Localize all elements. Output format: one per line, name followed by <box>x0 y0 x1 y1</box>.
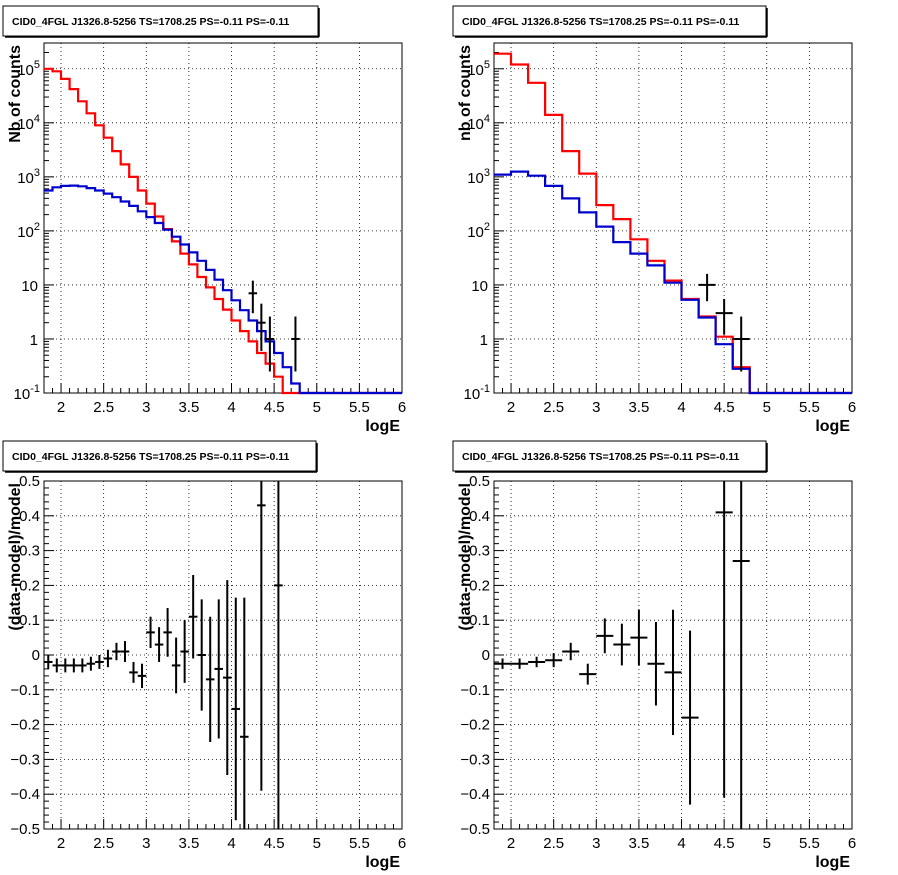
x-tick-label: 5 <box>313 399 321 416</box>
y-tick-label: −0.4 <box>10 786 40 803</box>
series-line-model-component <box>494 170 852 395</box>
x-tick-label: 4 <box>227 399 235 416</box>
x-tick-label: 4.5 <box>264 399 285 416</box>
x-tick-label: 3 <box>592 835 600 852</box>
y-tick-label: 104 <box>17 113 40 133</box>
y-tick-label: 10 <box>21 278 38 295</box>
y-tick-label: 103 <box>17 167 40 187</box>
x-tick-label: 2 <box>507 399 515 416</box>
y-tick-label: −0.1 <box>460 682 490 699</box>
title-box <box>2 5 319 37</box>
y-tick-label: 0.4 <box>19 508 40 525</box>
y-tick-label: −0.5 <box>10 821 40 838</box>
x-tick-label: 4.5 <box>714 835 735 852</box>
y-tick-label: 0.3 <box>19 543 40 560</box>
y-tick-label: −0.5 <box>460 821 490 838</box>
chart-panel-4: 2 2.5 3 3.5 4 4.5 5 5.5 6 −0.5 −0.4 −0.3 −0.2 −0.1 0 0.… <box>452 440 856 871</box>
y-tick-label: 105 <box>17 59 40 79</box>
x-tick-label: 2.5 <box>543 835 564 852</box>
chart-title: CID0_4FGL J1326.8-5256 TS=1708.25 PS=-0.… <box>12 451 290 463</box>
plot-frame <box>43 480 403 830</box>
x-tick-label: 3 <box>142 835 150 852</box>
y-tick-label: 105 <box>467 59 490 79</box>
title-box <box>452 5 767 37</box>
chart-panel-1: 2 2.5 3 3.5 4 4.5 5 5.5 6 10-1 1 10 102 103 104 105 logE… <box>2 5 406 435</box>
x-tick-label: 5 <box>313 835 321 852</box>
chart-panel-2: 2 2.5 3 3.5 4 4.5 5 5.5 6 10-1 1 10 102 103 104 105 logE… <box>452 5 856 435</box>
x-tick-label: 2 <box>507 835 515 852</box>
x-tick-label: 3.5 <box>178 835 199 852</box>
plot-frame <box>43 42 403 394</box>
y-tick-label: 0 <box>32 647 40 664</box>
x-tick-label: 4.5 <box>264 835 285 852</box>
y-tick-label: 0.2 <box>469 577 490 594</box>
x-tick-label: 5 <box>763 399 771 416</box>
x-tick-label: 2 <box>57 399 65 416</box>
y-tick-label: 10-1 <box>14 383 40 403</box>
x-tick-label: 3 <box>592 399 600 416</box>
y-tick-label: 0.1 <box>19 612 40 629</box>
x-tick-label: 3.5 <box>628 399 649 416</box>
x-tick-label: 4 <box>677 835 685 852</box>
x-tick-label: 5.5 <box>799 835 820 852</box>
y-tick-label: 102 <box>17 221 40 241</box>
x-tick-label: 5.5 <box>349 835 370 852</box>
y-tick-label: 1 <box>480 332 488 349</box>
series-line-model-component <box>44 184 402 395</box>
y-tick-label: 10-1 <box>464 383 490 403</box>
x-tick-label: 2.5 <box>543 399 564 416</box>
x-tick-label: 6 <box>398 399 406 416</box>
y-tick-label: 0.5 <box>19 473 40 490</box>
y-tick-label: 0.4 <box>469 508 490 525</box>
y-tick-label: −0.3 <box>460 751 490 768</box>
x-tick-label: 3 <box>142 399 150 416</box>
x-tick-label: 4 <box>227 835 235 852</box>
y-tick-label: 0.5 <box>469 473 490 490</box>
y-tick-label: 102 <box>467 221 490 241</box>
y-axis-title: (data-model)/model <box>457 483 474 631</box>
y-tick-label: 10 <box>471 278 488 295</box>
x-tick-label: 6 <box>398 835 406 852</box>
x-tick-label: 5.5 <box>799 399 820 416</box>
title-box <box>452 440 767 472</box>
x-tick-label: 6 <box>848 835 856 852</box>
y-tick-label: −0.2 <box>460 717 490 734</box>
x-tick-label: 2.5 <box>93 399 114 416</box>
y-tick-label: 104 <box>467 113 490 133</box>
chart-title: CID0_4FGL J1326.8-5256 TS=1708.25 PS=-0.… <box>12 16 290 28</box>
x-tick-label: 5 <box>763 835 771 852</box>
x-axis-title: logE <box>365 418 400 435</box>
y-tick-label: 0.2 <box>19 577 40 594</box>
chart-title: CID0_4FGL J1326.8-5256 TS=1708.25 PS=-0.… <box>462 451 740 463</box>
y-axis-title: (data-model)/model <box>7 483 24 631</box>
y-tick-label: 0 <box>482 647 490 664</box>
x-axis-title: logE <box>815 854 850 871</box>
x-tick-label: 3.5 <box>628 835 649 852</box>
x-tick-label: 4.5 <box>714 399 735 416</box>
x-tick-label: 2.5 <box>93 835 114 852</box>
y-tick-label: −0.4 <box>460 786 490 803</box>
y-tick-label: −0.3 <box>10 751 40 768</box>
x-tick-label: 3.5 <box>178 399 199 416</box>
y-tick-label: 0.1 <box>469 612 490 629</box>
x-axis-title: logE <box>815 418 850 435</box>
x-axis-title: logE <box>365 854 400 871</box>
x-tick-label: 6 <box>848 399 856 416</box>
x-tick-label: 2 <box>57 835 65 852</box>
y-axis-title: Nb of counts <box>7 45 24 143</box>
y-tick-label: 0.3 <box>469 543 490 560</box>
chart-panel-3: 2 2.5 3 3.5 4 4.5 5 5.5 6 −0.5 −0.4 −0.3 −0.2 −0.1 0 0.… <box>2 440 406 871</box>
plot-frame <box>493 42 853 394</box>
title-box <box>2 440 317 472</box>
x-tick-label: 5.5 <box>349 399 370 416</box>
x-tick-label: 4 <box>677 399 685 416</box>
y-axis-title: nb of counts <box>457 45 474 141</box>
y-tick-label: −0.1 <box>10 682 40 699</box>
y-tick-label: −0.2 <box>10 717 40 734</box>
chart-title: CID0_4FGL J1326.8-5256 TS=1708.25 PS=-0.… <box>462 16 740 28</box>
y-tick-label: 103 <box>467 167 490 187</box>
y-tick-label: 1 <box>30 332 38 349</box>
